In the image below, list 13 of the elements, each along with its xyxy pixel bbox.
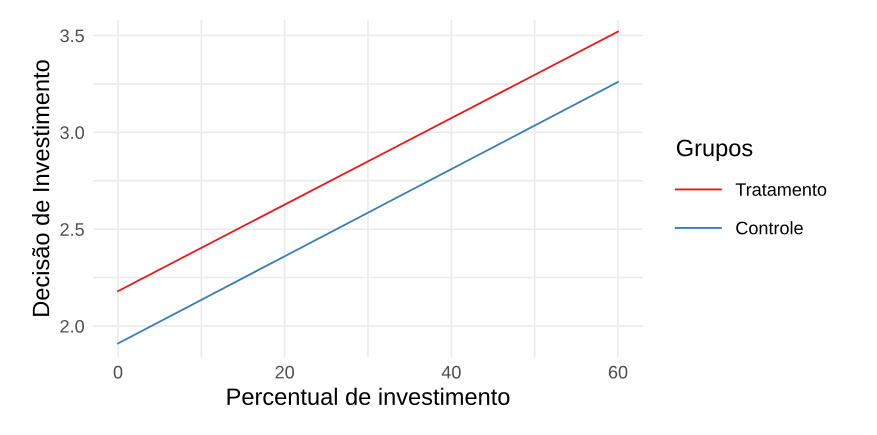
x-tick-label: 20 bbox=[276, 366, 294, 379]
y-axis-title: Decisão de Investimento bbox=[32, 60, 50, 316]
legend-label: Tratamento bbox=[736, 183, 826, 196]
x-axis-title: Percentual de investimento bbox=[228, 388, 510, 406]
legend-label: Controle bbox=[736, 221, 803, 234]
legend-title: Grupos bbox=[676, 140, 752, 162]
y-tick-label: 2.0 bbox=[60, 320, 84, 333]
x-tick-label: 60 bbox=[608, 366, 628, 379]
y-tick-label: 3.0 bbox=[60, 126, 84, 140]
x-tick-label: 0 bbox=[114, 366, 122, 379]
x-tick-label: 40 bbox=[442, 366, 461, 379]
y-tick-label: 3.5 bbox=[60, 29, 84, 42]
y-tick-label: 2.5 bbox=[60, 223, 84, 236]
